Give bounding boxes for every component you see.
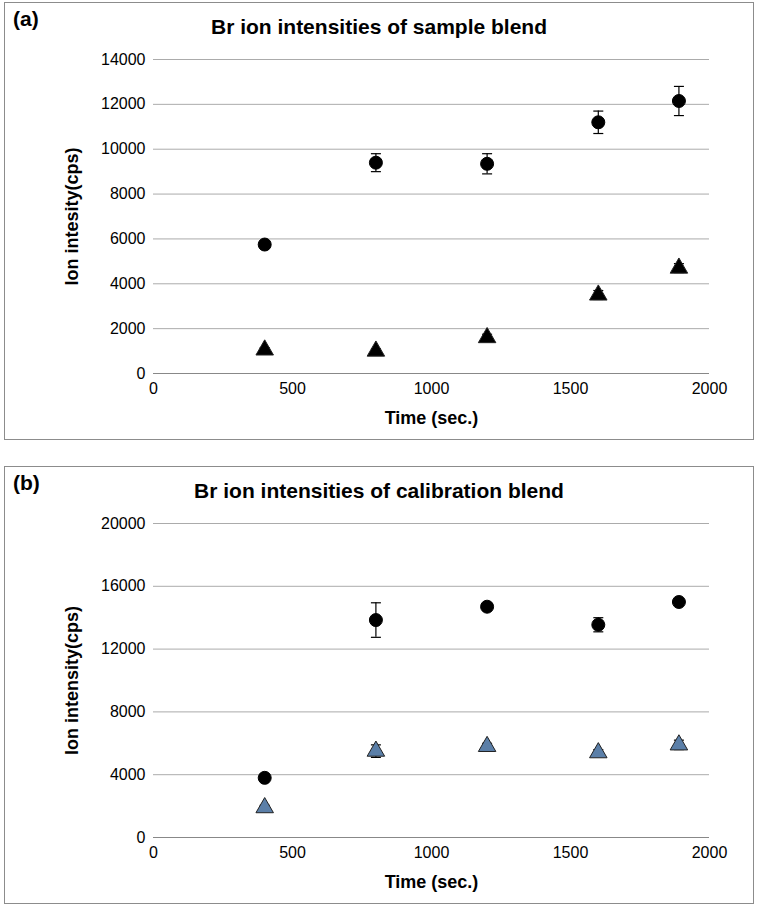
svg-text:2000: 2000 [692, 380, 728, 397]
svg-text:1000: 1000 [414, 844, 450, 861]
svg-text:2000: 2000 [110, 320, 146, 337]
svg-text:14000: 14000 [101, 51, 146, 68]
html-text:(b): (b) [13, 471, 40, 494]
svg-text:10000: 10000 [101, 140, 146, 157]
svg-text:0: 0 [137, 365, 146, 382]
svg-text:1500: 1500 [553, 380, 589, 397]
svg-text:Time (sec.): Time (sec.) [385, 408, 479, 428]
svg-text:0: 0 [137, 829, 146, 846]
html-text:Br ion intensities of calibrat: Br ion intensities of calibration blend [194, 479, 564, 502]
svg-text:Ion intensity(cps): Ion intensity(cps) [62, 606, 82, 755]
svg-text:12000: 12000 [101, 95, 146, 112]
svg-text:4000: 4000 [110, 275, 146, 292]
svg-text:1000: 1000 [414, 380, 450, 397]
svg-text:20000: 20000 [101, 515, 146, 532]
svg-text:Ion intesity(cps): Ion intesity(cps) [62, 147, 82, 285]
svg-text:1500: 1500 [553, 844, 589, 861]
svg-text:4000: 4000 [110, 766, 146, 783]
svg-text:500: 500 [279, 380, 306, 397]
svg-text:12000: 12000 [101, 640, 146, 657]
svg-text:0: 0 [149, 380, 158, 397]
svg-text:2000: 2000 [692, 844, 728, 861]
svg-text:0: 0 [149, 844, 158, 861]
svg-text:16000: 16000 [101, 577, 146, 594]
svg-text:500: 500 [279, 844, 306, 861]
html-text:Br ion intensities of sample b: Br ion intensities of sample blend [211, 15, 547, 38]
svg-text:8000: 8000 [110, 703, 146, 720]
html-text:(a): (a) [13, 7, 39, 30]
svg-text:6000: 6000 [110, 230, 146, 247]
svg-text:8000: 8000 [110, 185, 146, 202]
svg-text:Time (sec.): Time (sec.) [385, 872, 479, 892]
